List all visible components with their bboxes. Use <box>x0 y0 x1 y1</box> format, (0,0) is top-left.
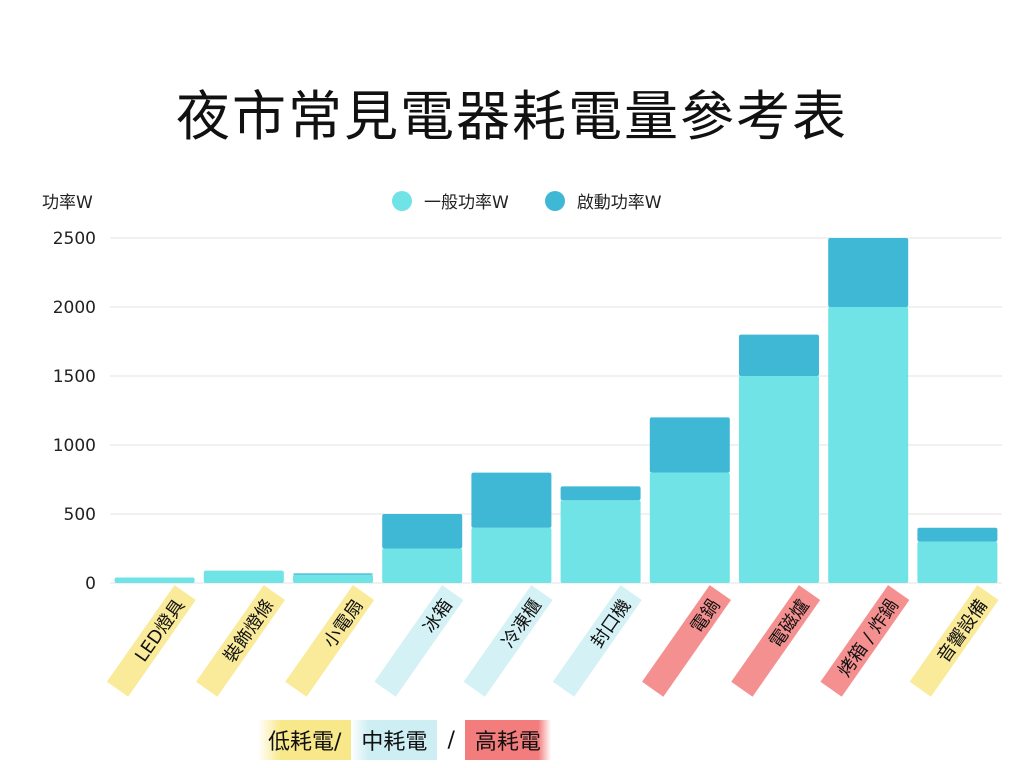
category-label-group: 烤箱 / 炸鍋 <box>820 585 910 697</box>
chart-title: 夜市常見電器耗電量參考表 <box>176 85 848 148</box>
legend-label-series-1: 一般功率W <box>424 193 509 213</box>
legend-item-series-1: 一般功率W <box>392 188 509 213</box>
category-highlight <box>820 585 910 697</box>
category-label-group: 冰箱 <box>374 585 464 697</box>
legend: 一般功率W 啟動功率W <box>392 188 662 213</box>
bar-startup-power <box>917 527 998 542</box>
category-highlight <box>552 585 642 697</box>
legend-item-series-2: 啟動功率W <box>544 188 662 213</box>
category-label-group: 裝飾燈條 <box>196 585 285 697</box>
bar-startup-power <box>739 334 819 376</box>
y-tick-label: 500 <box>64 505 96 525</box>
bar-normal-power <box>114 577 195 583</box>
x-tick-label: 烤箱 / 炸鍋 <box>834 596 903 681</box>
y-tick-label: 2500 <box>53 229 96 249</box>
category-label-group: 冷凍櫃 <box>463 585 553 697</box>
category-legend-mid: 中耗電 <box>351 720 438 760</box>
category-highlight <box>285 585 375 697</box>
legend-label-series-2: 啟動功率W <box>576 193 662 213</box>
category-label-group: 封口機 <box>552 585 642 697</box>
category-highlight <box>463 585 553 697</box>
category-highlight <box>909 585 999 697</box>
category-label-group: LED燈具 <box>106 585 196 697</box>
bar-startup-power <box>293 573 373 575</box>
category-legend-low: 低耗電/ <box>258 720 352 760</box>
bar-normal-power <box>382 548 463 583</box>
bar-normal-power <box>471 527 552 583</box>
bar-startup-power <box>649 417 730 473</box>
bar-normal-power <box>203 570 284 583</box>
category-legend-high: 高耗電 <box>464 720 551 760</box>
bar-normal-power <box>560 500 641 583</box>
legend-swatch-series-2 <box>544 190 565 211</box>
bar-startup-power <box>382 514 463 549</box>
legend-swatch-series-1 <box>392 190 412 211</box>
category-label-group: 電磁爐 <box>731 585 821 697</box>
category-label-group: 音響設備 <box>909 585 999 697</box>
category-highlight <box>374 585 464 697</box>
bar-startup-power <box>471 472 552 528</box>
category-label-group: 小電扇 <box>285 585 375 697</box>
y-tick-label: 1000 <box>53 436 96 456</box>
category-legend-separator: / <box>447 727 455 753</box>
y-tick-label: 1500 <box>53 367 96 387</box>
category-highlight <box>642 585 731 697</box>
y-tick-label: 0 <box>85 574 96 594</box>
category-legend: 低耗電/ 中耗電 / 高耗電 <box>258 720 551 760</box>
category-highlight <box>106 585 196 697</box>
bar-normal-power <box>649 472 730 583</box>
bar-chart: 0 500 1000 1500 2000 2500 LED燈具 裝飾燈條 小電扇 冰箱 冷凍櫃 封口機… <box>53 229 1002 697</box>
bar-normal-power <box>917 541 998 583</box>
category-label-group: 電鍋 <box>642 585 731 697</box>
y-axis-label: 功率W <box>42 193 93 213</box>
category-highlight <box>731 585 821 697</box>
bar-normal-power <box>739 376 819 583</box>
bar-normal-power <box>828 307 909 583</box>
bar-startup-power <box>560 486 641 501</box>
category-highlight <box>196 585 285 697</box>
y-tick-label: 2000 <box>53 298 96 318</box>
bar-normal-power <box>293 574 373 583</box>
bar-startup-power <box>828 238 909 307</box>
